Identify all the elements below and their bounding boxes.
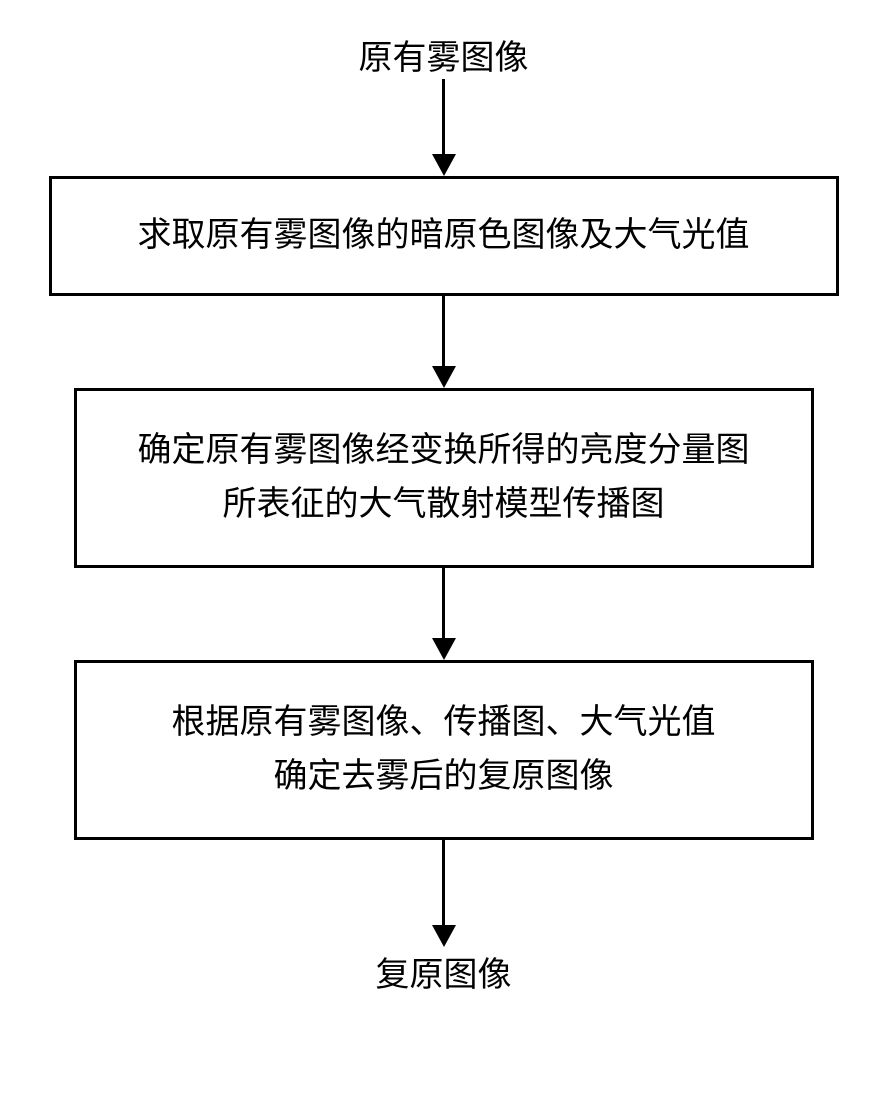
arrow-3-line bbox=[442, 568, 445, 638]
arrow-1 bbox=[432, 79, 456, 176]
arrow-4 bbox=[432, 840, 456, 947]
arrow-3 bbox=[432, 568, 456, 660]
arrow-2 bbox=[432, 296, 456, 388]
step-1-box: 求取原有雾图像的暗原色图像及大气光值 bbox=[49, 176, 839, 296]
flowchart-container: 原有雾图像 求取原有雾图像的暗原色图像及大气光值 确定原有雾图像经变换所得的亮度… bbox=[0, 0, 887, 1096]
arrow-4-line bbox=[442, 840, 445, 925]
arrow-3-head bbox=[432, 638, 456, 660]
arrow-4-head bbox=[432, 925, 456, 947]
step-1-text: 求取原有雾图像的暗原色图像及大气光值 bbox=[138, 209, 750, 263]
step-2-line2: 所表征的大气散射模型传播图 bbox=[223, 478, 665, 532]
step-2-box: 确定原有雾图像经变换所得的亮度分量图 所表征的大气散射模型传播图 bbox=[74, 388, 814, 568]
step-2-line1: 确定原有雾图像经变换所得的亮度分量图 bbox=[138, 424, 750, 478]
step-3-box: 根据原有雾图像、传播图、大气光值 确定去雾后的复原图像 bbox=[74, 660, 814, 840]
step-3-line2: 确定去雾后的复原图像 bbox=[274, 750, 614, 804]
end-label: 复原图像 bbox=[376, 947, 512, 996]
arrow-2-head bbox=[432, 366, 456, 388]
arrow-1-line bbox=[442, 79, 445, 154]
arrow-2-line bbox=[442, 296, 445, 366]
step-3-line1: 根据原有雾图像、传播图、大气光值 bbox=[172, 696, 716, 750]
start-label: 原有雾图像 bbox=[359, 30, 529, 79]
arrow-1-head bbox=[432, 154, 456, 176]
